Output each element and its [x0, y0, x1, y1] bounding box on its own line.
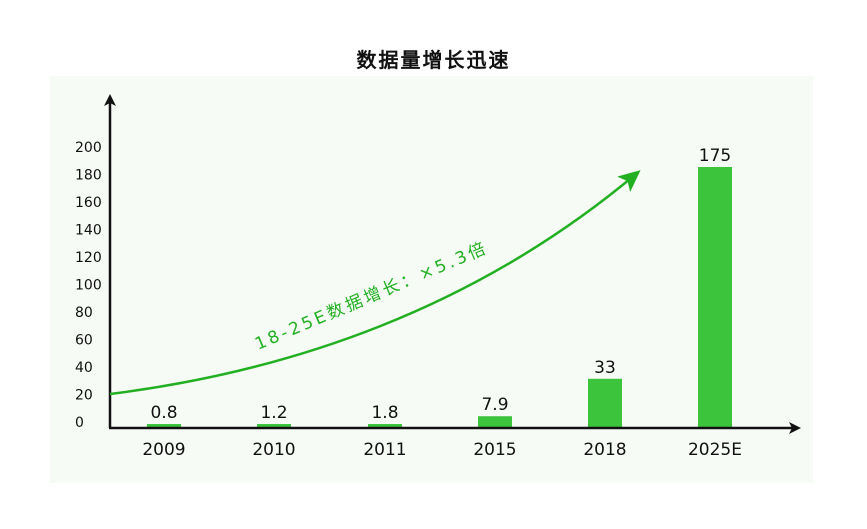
bar-value-label: 1.8: [371, 403, 398, 423]
y-tick-label: 60: [75, 333, 93, 349]
y-tick-label: 40: [75, 360, 93, 376]
x-category-label: 2018: [583, 440, 626, 460]
y-tick-label: 0: [75, 415, 84, 431]
bar-2018: [588, 378, 622, 428]
bar-value-label: 7.9: [481, 395, 508, 415]
x-category-label: 2011: [363, 440, 406, 460]
bar-2011: [368, 424, 402, 428]
y-axis-ticks: 0 20 40 60 80 100 120 140 160 180 200: [75, 140, 102, 431]
bar-2025E: [698, 167, 732, 428]
y-tick-label: 200: [75, 140, 102, 156]
chart-panel: [50, 76, 813, 483]
bar-value-label: 175: [699, 146, 731, 166]
x-category-label: 2010: [252, 440, 295, 460]
bar-value-label: 33: [594, 358, 616, 378]
x-axis-categories: 2009 2010 2011 2015 2018 2025E: [142, 440, 742, 460]
bar-2015: [478, 416, 512, 428]
bar-2009: [147, 424, 181, 428]
y-tick-label: 140: [75, 223, 102, 239]
x-category-label: 2009: [142, 440, 185, 460]
chart-title: 数据量增长迅速: [356, 48, 511, 72]
bar-2010: [257, 424, 291, 428]
bar-value-label: 1.2: [260, 403, 287, 423]
bars-group: [147, 167, 732, 428]
y-tick-label: 180: [75, 168, 102, 184]
y-tick-label: 20: [75, 388, 93, 404]
y-tick-label: 160: [75, 195, 102, 211]
bar-value-label: 0.8: [150, 403, 177, 423]
growth-annotation: 18-25E数据增长：×5.3倍: [252, 238, 491, 355]
y-tick-label: 80: [75, 305, 93, 321]
growth-trend-arrow: [109, 170, 641, 396]
value-labels: 0.8 1.2 1.8 7.9 33 175: [150, 146, 731, 423]
y-tick-label: 100: [75, 278, 102, 294]
x-category-label: 2015: [473, 440, 516, 460]
y-tick-label: 120: [75, 250, 102, 266]
x-category-label: 2025E: [688, 440, 742, 460]
